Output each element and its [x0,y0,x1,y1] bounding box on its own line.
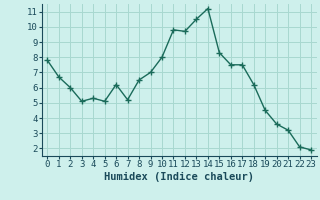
X-axis label: Humidex (Indice chaleur): Humidex (Indice chaleur) [104,172,254,182]
